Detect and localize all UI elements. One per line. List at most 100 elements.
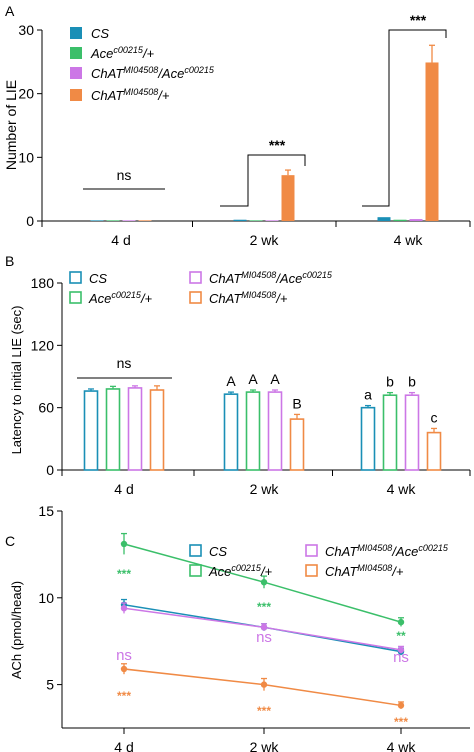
x-tick-label: 4 d (114, 739, 133, 752)
group-letter: b (408, 374, 416, 390)
legend-swatch (189, 564, 202, 577)
legend-swatch (189, 544, 202, 557)
bar (393, 219, 407, 221)
x-tick-label: 4 wk (387, 739, 417, 752)
x-tick-label: 2 wk (250, 739, 280, 752)
y-tick-label: 120 (31, 337, 55, 353)
bar (267, 391, 283, 471)
legend-swatch (69, 271, 82, 284)
legend-label: ChATMI04508/Acec00215 (209, 270, 333, 286)
bar (105, 388, 121, 471)
x-tick-label: 4 d (111, 232, 130, 248)
bar (404, 394, 420, 471)
bar (122, 220, 136, 221)
legend-swatch (189, 291, 202, 304)
data-point (260, 624, 268, 631)
data-point (260, 578, 268, 586)
bar (249, 220, 263, 221)
data-point (397, 702, 405, 709)
bar (223, 393, 239, 471)
bar (106, 220, 120, 221)
legend-swatch (70, 67, 82, 79)
data-point (397, 646, 405, 654)
y-tick-label: 10 (38, 590, 54, 606)
y-tick-label: 20 (18, 86, 34, 102)
y-axis-title: Number of LIE (3, 80, 19, 170)
group-letter: A (270, 371, 280, 387)
significance-label: *** (117, 567, 131, 581)
data-point (120, 605, 128, 612)
bar (149, 389, 165, 471)
bar (233, 219, 247, 221)
significance-label: ** (396, 629, 406, 643)
significance-bracket (220, 154, 306, 207)
legend-label: ChATMI04508/Acec00215 (91, 65, 215, 81)
bar (90, 220, 104, 221)
x-tick-label: 4 d (114, 481, 133, 497)
bar (138, 220, 152, 221)
bar (382, 394, 398, 471)
significance-label: ns (393, 649, 409, 666)
significance-label: *** (410, 12, 427, 28)
y-tick-label: 180 (31, 275, 55, 291)
x-tick-label: 2 wk (250, 232, 280, 248)
data-point (120, 540, 128, 548)
legend-label: CS (91, 26, 109, 41)
significance-label: *** (269, 137, 286, 153)
y-tick-label: 10 (18, 149, 34, 165)
panel-label-b: B (5, 253, 14, 269)
significance-label: *** (117, 689, 131, 703)
legend-label: ChATMI04508/+ (209, 290, 288, 306)
y-tick-label: 5 (46, 677, 54, 693)
data-point (120, 665, 128, 673)
legend-swatch (70, 47, 82, 59)
bar (127, 387, 143, 471)
bar (289, 418, 305, 471)
group-letter: B (292, 395, 301, 411)
bar (360, 406, 376, 471)
legend-label: ChATMI04508/+ (91, 87, 170, 103)
significance-label: *** (257, 600, 271, 614)
legend-label: ChATMI04508/Acec00215 (325, 543, 449, 559)
group-letter: A (226, 373, 236, 389)
bar (426, 431, 442, 471)
data-point (397, 618, 405, 626)
legend-label: Acec00215/+ (88, 290, 153, 306)
y-tick-label: 0 (26, 213, 34, 229)
significance-label: *** (394, 715, 408, 729)
legend-swatch (70, 89, 82, 101)
significance-label: *** (257, 704, 271, 718)
significance-label: ns (117, 355, 132, 371)
significance-label: ns (117, 167, 132, 183)
y-tick-label: 60 (38, 400, 54, 416)
legend-swatch (189, 271, 202, 284)
legend-swatch (305, 544, 318, 557)
y-axis-title: Latency to initial LIE (sec) (9, 306, 24, 455)
panel-label-a: A (5, 3, 15, 19)
significance-bracket (362, 29, 447, 207)
legend-label: Acec00215/+ (90, 45, 155, 61)
significance-label: ns (116, 647, 132, 664)
legend-swatch (70, 27, 82, 39)
legend-label: Acec00215/+ (208, 563, 273, 579)
bar (265, 220, 279, 221)
y-tick-label: 30 (18, 22, 34, 38)
x-tick-label: 4 wk (387, 481, 417, 497)
x-tick-label: 2 wk (250, 481, 280, 497)
group-letter: c (431, 409, 438, 425)
significance-label: ns (256, 629, 272, 646)
x-tick-label: 4 wk (394, 232, 424, 248)
y-axis-title: ACh (pmol/head) (9, 581, 24, 679)
bar (377, 217, 391, 221)
legend-swatch (305, 564, 318, 577)
bar (409, 219, 423, 221)
group-letter: b (386, 374, 394, 390)
bar (281, 175, 295, 221)
data-point (260, 681, 268, 688)
legend-label: ChATMI04508/+ (325, 563, 404, 579)
bar (245, 391, 261, 471)
y-tick-label: 0 (46, 462, 54, 478)
group-letter: A (248, 371, 258, 387)
panel-label-c: C (5, 533, 15, 549)
